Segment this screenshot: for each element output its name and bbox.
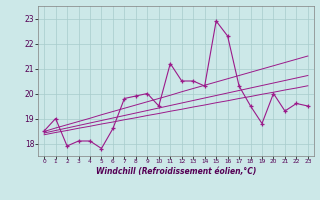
X-axis label: Windchill (Refroidissement éolien,°C): Windchill (Refroidissement éolien,°C) [96,167,256,176]
